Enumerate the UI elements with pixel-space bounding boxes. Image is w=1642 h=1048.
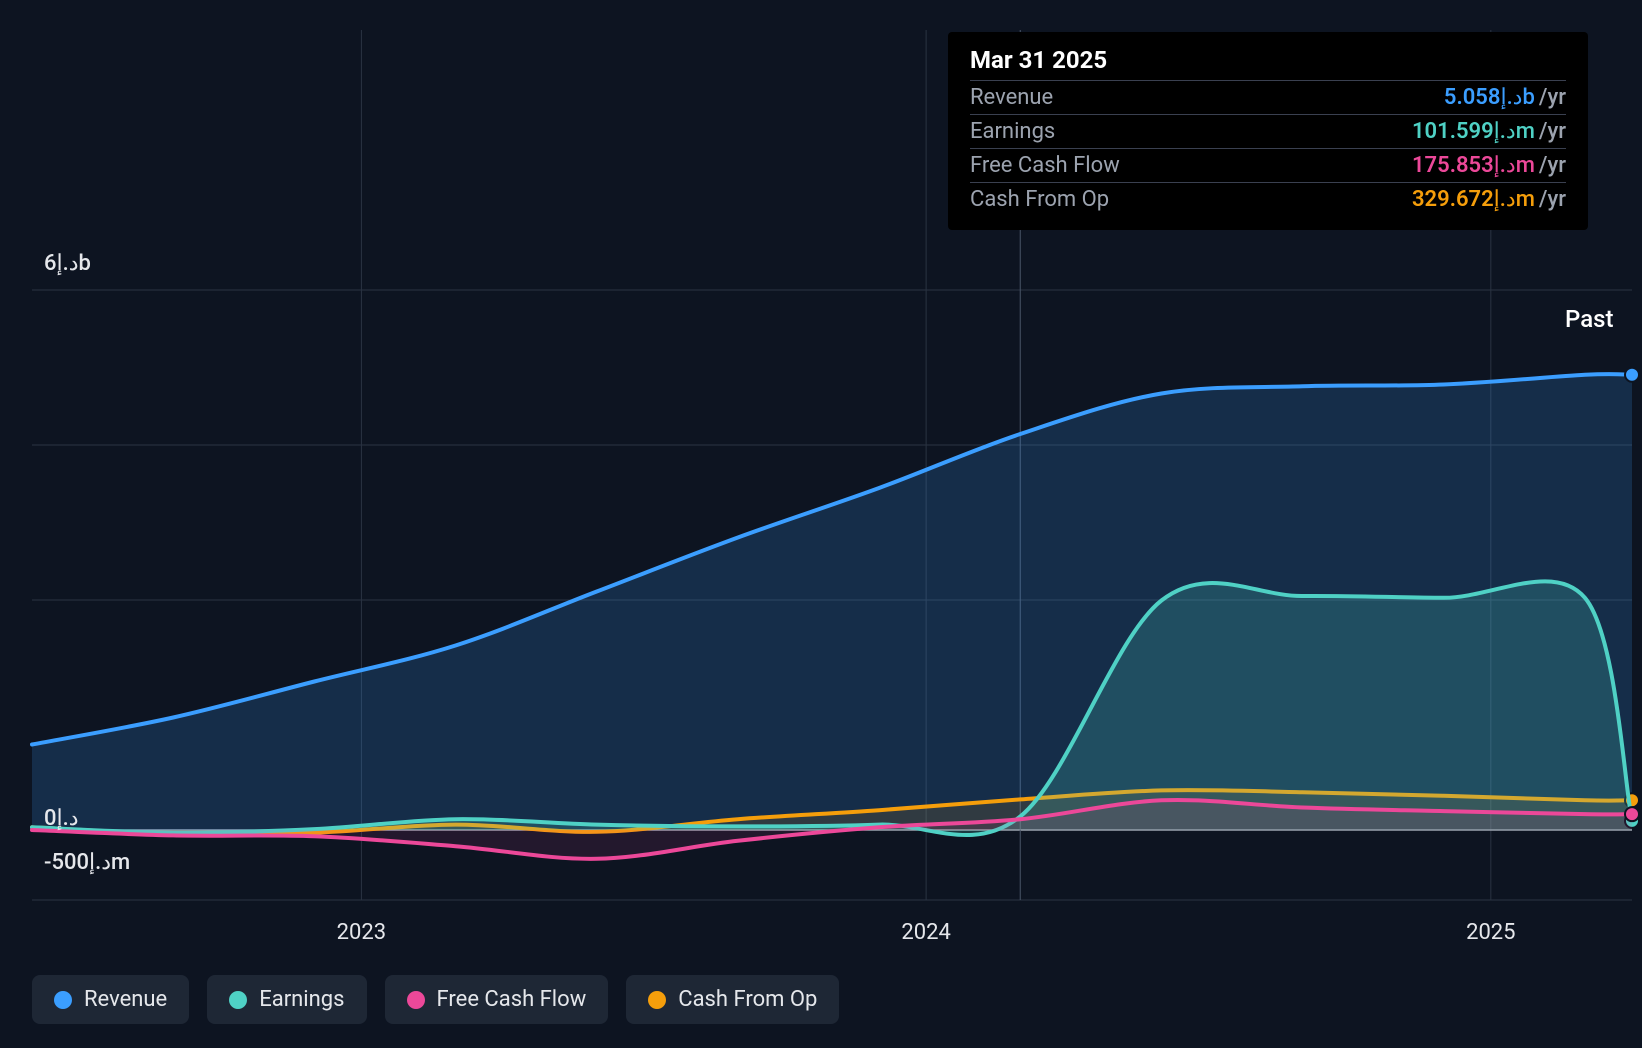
y-tick-label: 6ﺩ.ﺇb: [44, 251, 91, 276]
legend-label: Free Cash Flow: [437, 987, 587, 1012]
legend-item[interactable]: Cash From Op: [626, 975, 839, 1024]
tooltip-metric-value: 101.599ﺩ.ﺇm/yr: [1412, 119, 1566, 144]
y-tick-label: -500ﺩ.ﺇm: [44, 850, 130, 875]
legend-swatch: [54, 991, 72, 1009]
legend-swatch: [407, 991, 425, 1009]
legend-label: Cash From Op: [678, 987, 817, 1012]
financial-chart: 6ﺩ.ﺇb 0ﺩ.ﺇ -500ﺩ.ﺇm 2023 2024 2025 Past Mar …: [0, 0, 1642, 1048]
chart-legend: Revenue Earnings Free Cash Flow Cash From O…: [32, 975, 839, 1024]
legend-swatch: [648, 991, 666, 1009]
tooltip-metric-value: 329.672ﺩ.ﺇm/yr: [1412, 187, 1566, 212]
tooltip-metric-label: Earnings: [970, 119, 1055, 144]
x-tick-label: 2023: [337, 920, 386, 945]
tooltip-row: Earnings 101.599ﺩ.ﺇm/yr: [970, 114, 1566, 148]
x-tick-label: 2025: [1466, 920, 1515, 945]
tooltip-row: Cash From Op 329.672ﺩ.ﺇm/yr: [970, 182, 1566, 216]
legend-item[interactable]: Revenue: [32, 975, 189, 1024]
tooltip-row: Revenue 5.058ﺩ.ﺇb/yr: [970, 80, 1566, 114]
legend-item[interactable]: Free Cash Flow: [385, 975, 609, 1024]
tooltip-metric-value: 175.853ﺩ.ﺇm/yr: [1412, 153, 1566, 178]
tooltip-metric-label: Free Cash Flow: [970, 153, 1120, 178]
tooltip-row: Free Cash Flow 175.853ﺩ.ﺇm/yr: [970, 148, 1566, 182]
tooltip-date: Mar 31 2025: [970, 46, 1566, 80]
legend-swatch: [229, 991, 247, 1009]
x-tick-label: 2024: [901, 920, 950, 945]
legend-label: Earnings: [259, 987, 344, 1012]
tooltip-metric-value: 5.058ﺩ.ﺇb/yr: [1444, 85, 1566, 110]
chart-tooltip: Mar 31 2025 Revenue 5.058ﺩ.ﺇb/yr Earnings 1…: [948, 32, 1588, 230]
tooltip-metric-label: Cash From Op: [970, 187, 1109, 212]
tooltip-metric-label: Revenue: [970, 85, 1053, 110]
past-label: Past: [1565, 305, 1613, 333]
legend-label: Revenue: [84, 987, 167, 1012]
y-tick-label: 0ﺩ.ﺇ: [44, 806, 79, 831]
legend-item[interactable]: Earnings: [207, 975, 366, 1024]
